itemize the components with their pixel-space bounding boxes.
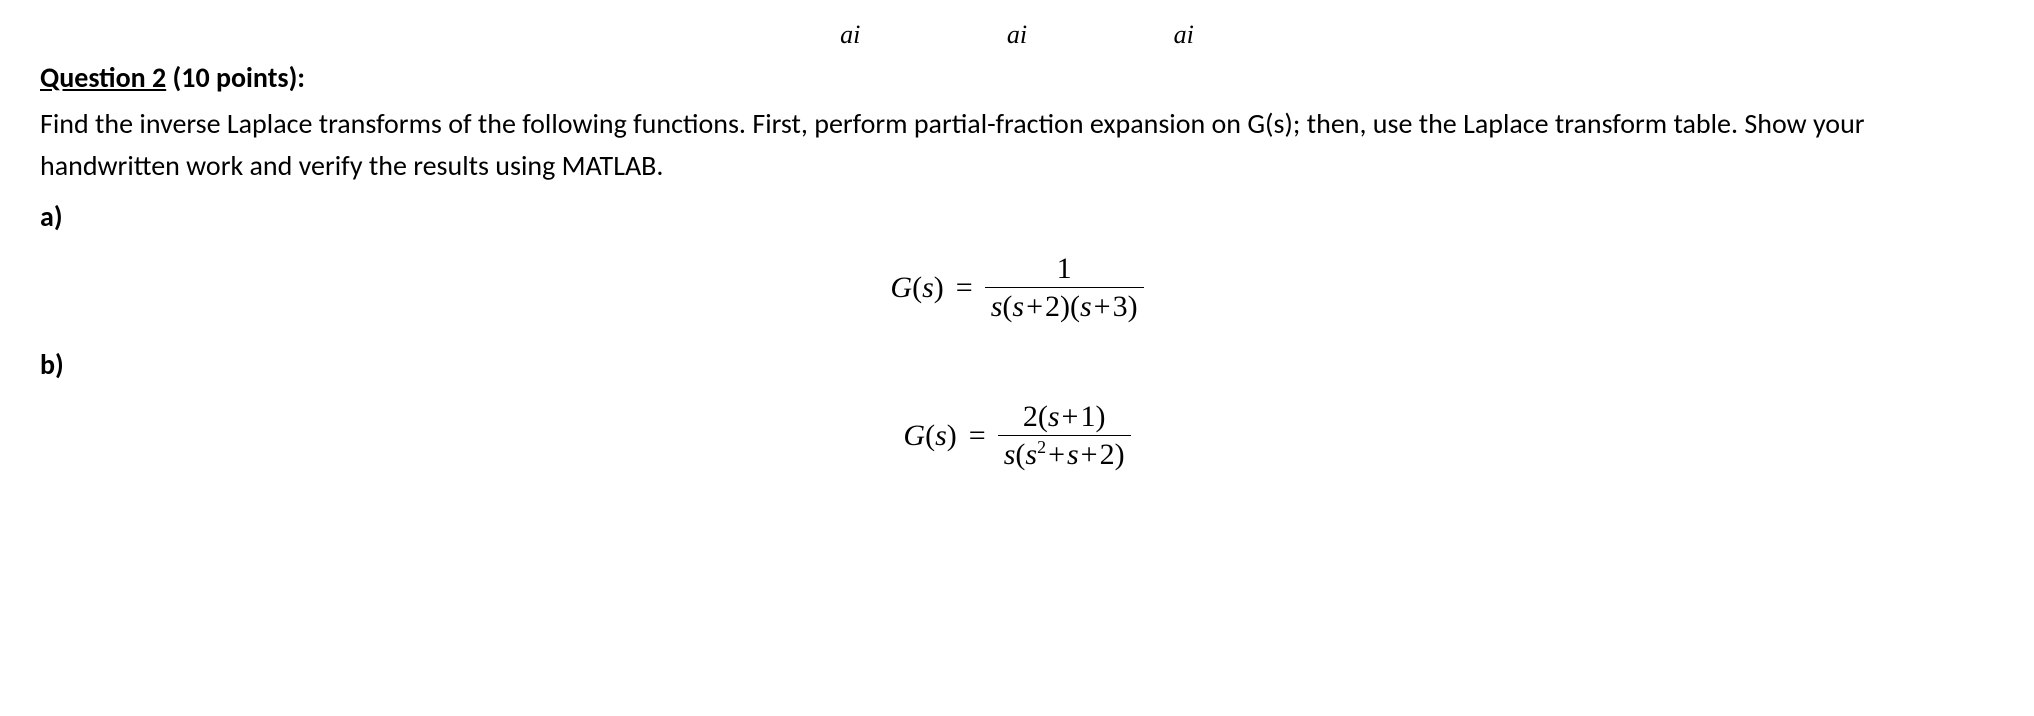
part-b-label: b): [40, 347, 1994, 382]
lhs-b: G(s): [903, 419, 956, 453]
den-f1-var: s: [1012, 290, 1024, 323]
fraction-b: 2(s+1) s(s2+s+2): [998, 400, 1131, 471]
lhs-a: G(s): [890, 271, 943, 305]
fraction-a: 1 s(s+2)(s+3): [985, 252, 1144, 323]
artifact-text: ai: [840, 20, 860, 50]
artifact-text: ai: [1007, 20, 1027, 50]
den-op1: +: [1046, 438, 1067, 471]
part-a-label: a): [40, 199, 1994, 234]
lhs-var: s: [922, 271, 934, 304]
artifact-text: ai: [1174, 20, 1194, 50]
den-s: s: [991, 290, 1003, 323]
question-heading: Question 2 (10 points):: [40, 60, 1994, 95]
question-label: Question 2: [40, 60, 166, 95]
equals-sign: =: [954, 271, 975, 305]
numerator-a: 1: [1051, 252, 1078, 287]
num-const: 1: [1080, 400, 1095, 433]
equals-sign-b: =: [967, 419, 988, 453]
header-artifact-row: ai ai ai: [40, 20, 1994, 50]
den-f2-const: 3: [1113, 290, 1128, 323]
den-op2: +: [1079, 438, 1100, 471]
den-exp: 2: [1037, 437, 1046, 457]
denominator-b: s(s2+s+2): [998, 435, 1131, 471]
fn-name-b: G: [903, 419, 925, 452]
fn-name: G: [890, 271, 912, 304]
question-points-text: (10 points):: [173, 60, 305, 95]
den-f2-op: +: [1092, 290, 1113, 323]
question-body: Find the inverse Laplace transforms of t…: [40, 103, 1994, 187]
equation-b: G(s) = 2(s+1) s(s2+s+2): [40, 400, 1994, 471]
den-var-b: s: [1025, 438, 1037, 471]
lhs-var-b: s: [935, 419, 947, 452]
denominator-a: s(s+2)(s+3): [985, 287, 1144, 323]
den-f2-var: s: [1080, 290, 1092, 323]
den-s-b: s: [1004, 438, 1016, 471]
den-const-b: 2: [1100, 438, 1115, 471]
num-coef: 2: [1023, 400, 1038, 433]
den-f1-const: 2: [1045, 290, 1060, 323]
equation-a: G(s) = 1 s(s+2)(s+3): [40, 252, 1994, 323]
den-mid: s: [1067, 438, 1079, 471]
numerator-b: 2(s+1): [1017, 400, 1112, 435]
num-op: +: [1060, 400, 1081, 433]
num-var: s: [1048, 400, 1060, 433]
den-f1-op: +: [1024, 290, 1045, 323]
